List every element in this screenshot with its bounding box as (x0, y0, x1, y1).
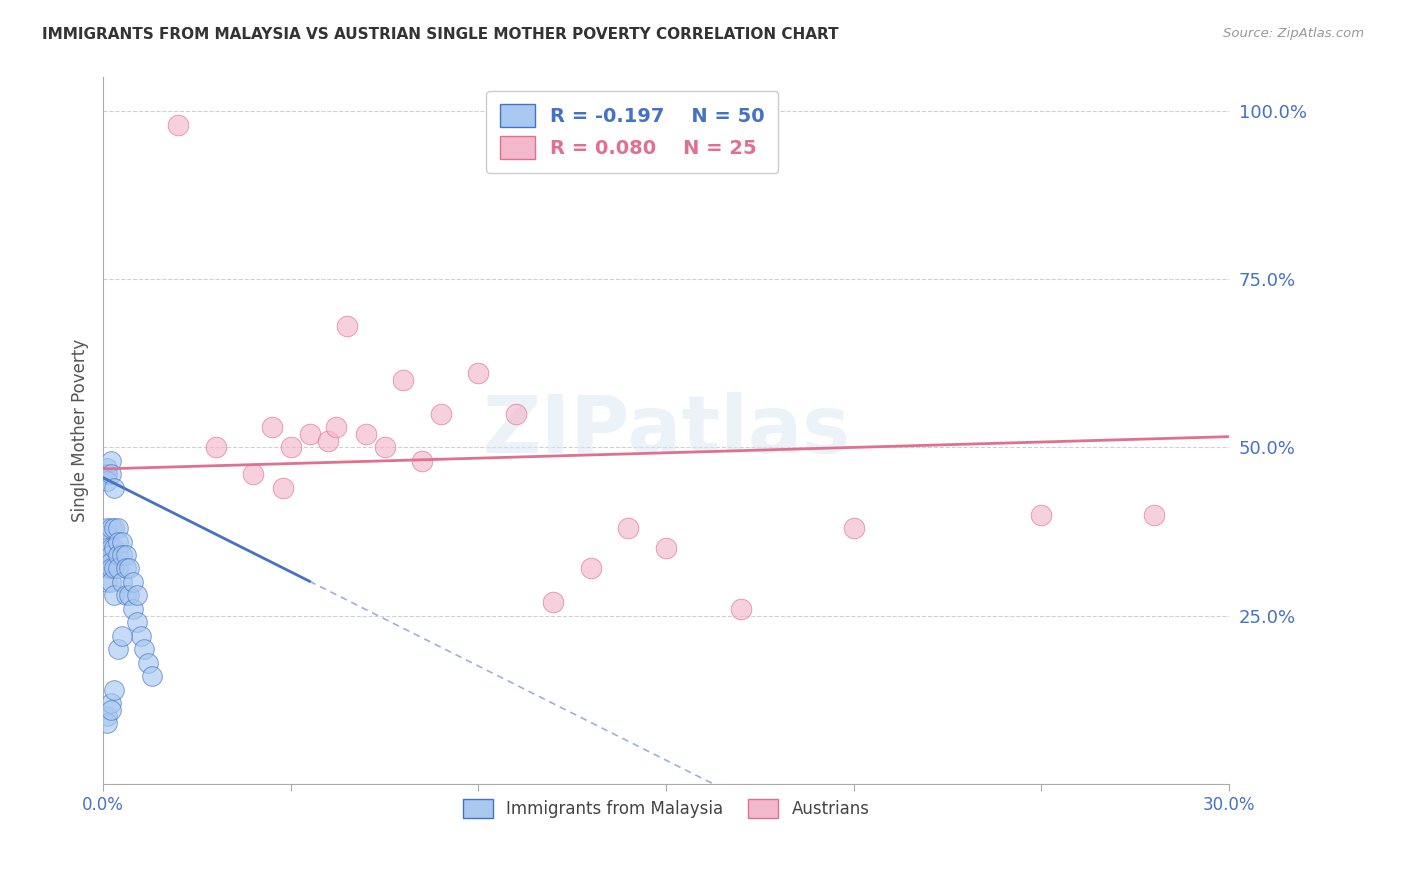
Point (129, 629, 152, 643)
Y-axis label: Single Mother Poverty: Single Mother Poverty (72, 339, 89, 522)
Point (125, 588, 148, 602)
Text: Source: ZipAtlas.com: Source: ZipAtlas.com (1223, 27, 1364, 40)
Point (107, 521, 129, 535)
Point (316, 434, 339, 448)
Point (100, 467, 122, 482)
Point (280, 441, 302, 455)
Legend: Immigrants from Malaysia, Austrians: Immigrants from Malaysia, Austrians (456, 792, 876, 825)
Point (107, 642, 129, 657)
Point (96, 474, 118, 488)
Point (111, 548, 134, 562)
Point (100, 561, 122, 575)
Point (1143, 508, 1166, 522)
Point (96, 460, 118, 475)
Point (111, 574, 134, 589)
Point (100, 574, 122, 589)
Point (118, 561, 141, 575)
Text: ZIPatlas: ZIPatlas (482, 392, 851, 469)
Point (655, 541, 678, 556)
Point (336, 319, 359, 334)
Point (100, 555, 122, 569)
Point (136, 656, 159, 670)
Point (122, 602, 145, 616)
Point (103, 682, 125, 697)
Point (107, 561, 129, 575)
Point (96, 561, 118, 575)
Point (103, 541, 125, 556)
Point (96, 574, 118, 589)
Point (96, 528, 118, 542)
Point (103, 561, 125, 575)
Point (467, 367, 489, 381)
Point (96, 709, 118, 723)
Point (107, 548, 129, 562)
Point (271, 481, 294, 495)
Point (111, 534, 134, 549)
Point (107, 534, 129, 549)
Point (134, 642, 156, 657)
Point (430, 407, 453, 421)
Point (114, 561, 136, 575)
Point (103, 588, 125, 602)
Point (96, 548, 118, 562)
Point (842, 521, 865, 535)
Point (392, 373, 415, 387)
Point (260, 420, 283, 434)
Point (505, 407, 527, 421)
Point (103, 481, 125, 495)
Point (579, 561, 602, 575)
Point (100, 541, 122, 556)
Point (96, 467, 118, 482)
Point (114, 588, 136, 602)
Point (100, 703, 122, 717)
Point (354, 426, 377, 441)
Point (100, 548, 122, 562)
Point (100, 521, 122, 535)
Point (204, 441, 226, 455)
Point (125, 615, 148, 630)
Point (167, 118, 190, 132)
Point (730, 602, 752, 616)
Point (122, 574, 145, 589)
Point (114, 548, 136, 562)
Point (100, 454, 122, 468)
Point (617, 521, 640, 535)
Point (96, 716, 118, 731)
Point (411, 454, 433, 468)
Point (111, 629, 134, 643)
Point (298, 426, 321, 441)
Point (1031, 508, 1053, 522)
Point (100, 696, 122, 710)
Point (96, 555, 118, 569)
Text: IMMIGRANTS FROM MALAYSIA VS AUSTRIAN SINGLE MOTHER POVERTY CORRELATION CHART: IMMIGRANTS FROM MALAYSIA VS AUSTRIAN SIN… (42, 27, 839, 42)
Point (543, 595, 565, 609)
Point (103, 521, 125, 535)
Point (96, 541, 118, 556)
Point (118, 588, 141, 602)
Point (325, 420, 347, 434)
Point (242, 467, 264, 482)
Point (374, 441, 396, 455)
Point (96, 521, 118, 535)
Point (141, 669, 163, 683)
